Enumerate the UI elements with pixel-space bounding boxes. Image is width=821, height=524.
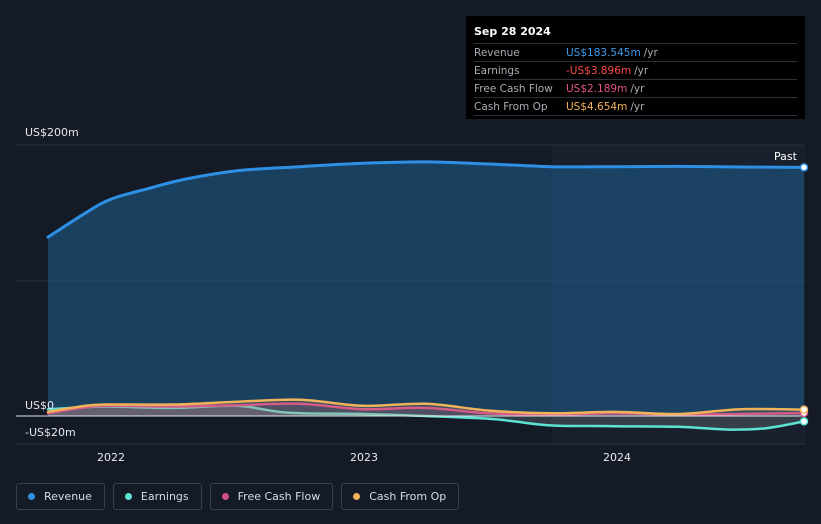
legend-dot-icon (124, 493, 132, 500)
legend-label: Revenue (44, 490, 92, 503)
chart-legend: Revenue Earnings Free Cash Flow Cash Fro… (16, 483, 460, 510)
series-area-free-cash-flow (48, 403, 804, 416)
tooltip-label: Revenue (474, 46, 520, 59)
y-tick-label-zero: US$0 (25, 399, 55, 412)
legend-dot-icon (353, 493, 361, 500)
tooltip-unit: /yr (630, 82, 645, 95)
y-tick-label-min: -US$20m (25, 426, 76, 439)
legend-dot-icon (221, 493, 229, 500)
past-label: Past (774, 150, 797, 163)
data-tooltip: Sep 28 2024 Revenue US$183.545m /yr Earn… (466, 16, 805, 119)
x-tick-label-2024: 2024 (603, 451, 631, 464)
series-end-marker-earnings (799, 417, 809, 426)
series-line-cash-from-op (46, 398, 806, 416)
tooltip-row-free-cash-flow: Free Cash Flow US$2.189m /yr (474, 79, 797, 97)
y-tick-label-max: US$200m (25, 126, 79, 139)
x-tick-label-2023: 2023 (350, 451, 378, 464)
tooltip-unit: /yr (630, 100, 645, 113)
legend-label: Cash From Op (369, 490, 447, 503)
tooltip-label: Cash From Op (474, 100, 548, 113)
tooltip-value: -US$3.896m (566, 64, 632, 77)
tooltip-label: Earnings (474, 64, 520, 77)
legend-item-earnings[interactable]: Earnings (112, 483, 202, 510)
series-area-revenue (48, 161, 804, 416)
series-line-revenue (46, 160, 806, 239)
legend-item-revenue[interactable]: Revenue (16, 483, 105, 510)
x-tick-label-2022: 2022 (97, 451, 125, 464)
tooltip-unit: /yr (643, 46, 658, 59)
legend-item-free-cash-flow[interactable]: Free Cash Flow (209, 483, 334, 510)
tooltip-row-revenue: Revenue US$183.545m /yr (474, 43, 797, 61)
tooltip-value: US$2.189m (566, 82, 628, 95)
tooltip-unit: /yr (634, 64, 649, 77)
series-end-marker-cash-from-op (799, 405, 809, 414)
tooltip-value: US$4.654m (566, 100, 628, 113)
legend-dot-icon (28, 493, 35, 500)
tooltip-row-cash-from-op: Cash From Op US$4.654m /yr (474, 97, 797, 116)
legend-label: Earnings (140, 490, 189, 503)
legend-label: Free Cash Flow (237, 490, 321, 503)
tooltip-date: Sep 28 2024 (474, 25, 551, 38)
tooltip-value: US$183.545m (566, 46, 641, 59)
tooltip-label: Free Cash Flow (474, 82, 553, 95)
series-area-earnings (48, 405, 804, 430)
series-area-cash-from-op (48, 399, 804, 416)
legend-item-cash-from-op[interactable]: Cash From Op (341, 483, 460, 510)
tooltip-row-earnings: Earnings -US$3.896m /yr (474, 61, 797, 79)
series-end-marker-revenue (799, 163, 809, 172)
